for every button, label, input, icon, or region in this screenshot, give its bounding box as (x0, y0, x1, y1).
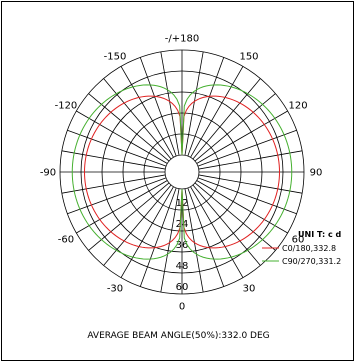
angle-label: 150 (239, 51, 258, 62)
radial-tick-label: 60 (176, 282, 189, 293)
angle-label: -150 (104, 51, 127, 62)
grid-spoke (76, 180, 168, 234)
grid-spoke (67, 177, 167, 215)
radial-tick-label: 36 (176, 240, 189, 251)
angle-label: 120 (289, 101, 308, 112)
grid-spoke (88, 93, 170, 162)
grid-spoke (187, 187, 225, 287)
grid-spoke (197, 129, 297, 167)
grid-spoke (196, 110, 288, 164)
grid-spoke (198, 150, 303, 170)
grid-spoke (184, 51, 204, 156)
angle-label: -60 (58, 235, 74, 246)
grid-spoke (88, 182, 170, 251)
grid-spoke (61, 150, 166, 170)
grid-spoke (139, 187, 177, 287)
grid-spoke (192, 78, 261, 160)
grid-spoke (103, 184, 172, 266)
grid-spoke (120, 186, 174, 278)
angle-label: 60 (292, 235, 305, 246)
grid-spoke (139, 57, 177, 157)
grid-spoke (76, 110, 168, 164)
grid-spoke (192, 184, 261, 266)
grid-circle-inner (164, 154, 200, 190)
grid-spoke (67, 129, 167, 167)
grid-spoke (194, 93, 276, 162)
grid-spoke (160, 188, 180, 293)
grid-spoke (197, 177, 297, 215)
angle-label: 90 (310, 168, 323, 179)
grid-spoke (198, 174, 303, 194)
chart-frame (1, 1, 354, 361)
grid-spoke (196, 180, 288, 234)
unit-label: UNI T: c d (298, 230, 341, 239)
grid-spoke (160, 51, 180, 156)
grid-spoke (190, 186, 244, 278)
angle-label: -120 (55, 101, 78, 112)
legend-label: C0/180,332.8 (282, 244, 336, 253)
grid-spoke (184, 188, 204, 293)
series-curve-c90-270 (71, 84, 293, 260)
beam-angle-caption: AVERAGE BEAM ANGLE(50%):332.0 DEG (87, 331, 270, 341)
angle-label: -/+180 (165, 34, 199, 45)
grid-spoke (103, 78, 172, 160)
grid-spoke (190, 66, 244, 158)
radial-tick-label: 12 (176, 198, 189, 209)
grid-spoke (194, 182, 276, 251)
grid-spoke (187, 57, 225, 157)
legend-label: C90/270,331.2 (282, 257, 341, 266)
grid-spoke (61, 174, 166, 194)
grid-spoke (120, 66, 174, 158)
angle-label: -30 (107, 284, 123, 295)
angle-label: 30 (243, 284, 256, 295)
radial-tick-label: 24 (176, 219, 189, 230)
radial-tick-label: 48 (176, 261, 189, 272)
angle-label: -90 (40, 168, 56, 179)
angle-label: 0 (179, 302, 185, 313)
